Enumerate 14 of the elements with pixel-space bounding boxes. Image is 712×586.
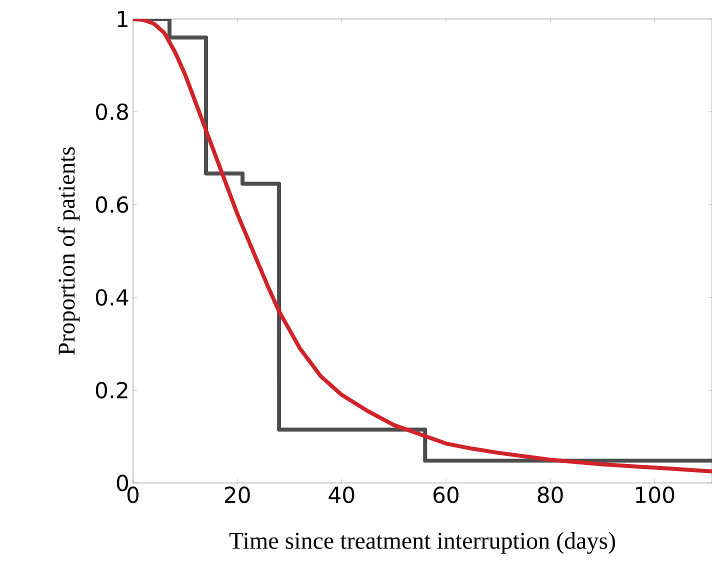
x-tick-label: 80 (538, 486, 563, 504)
y-tick-label: 0.6 (96, 196, 128, 213)
x-tick-label: 60 (434, 486, 458, 504)
x-tick-label: 0 (127, 486, 139, 504)
x-tick-label: 40 (328, 486, 354, 504)
y-tick-label: 0.4 (96, 289, 128, 306)
x-axis-title: Time since treatment interruption (days) (229, 532, 615, 554)
y-tick-label: 1 (118, 10, 128, 28)
y-tick-label: 0.2 (96, 382, 128, 399)
y-tick-label: 0.8 (96, 103, 128, 120)
y-axis-title: Proportion of patients (58, 147, 80, 355)
y-tick-label: 0 (116, 474, 128, 492)
x-tick-label: 100 (636, 486, 674, 504)
x-tick-label: 20 (224, 486, 250, 504)
